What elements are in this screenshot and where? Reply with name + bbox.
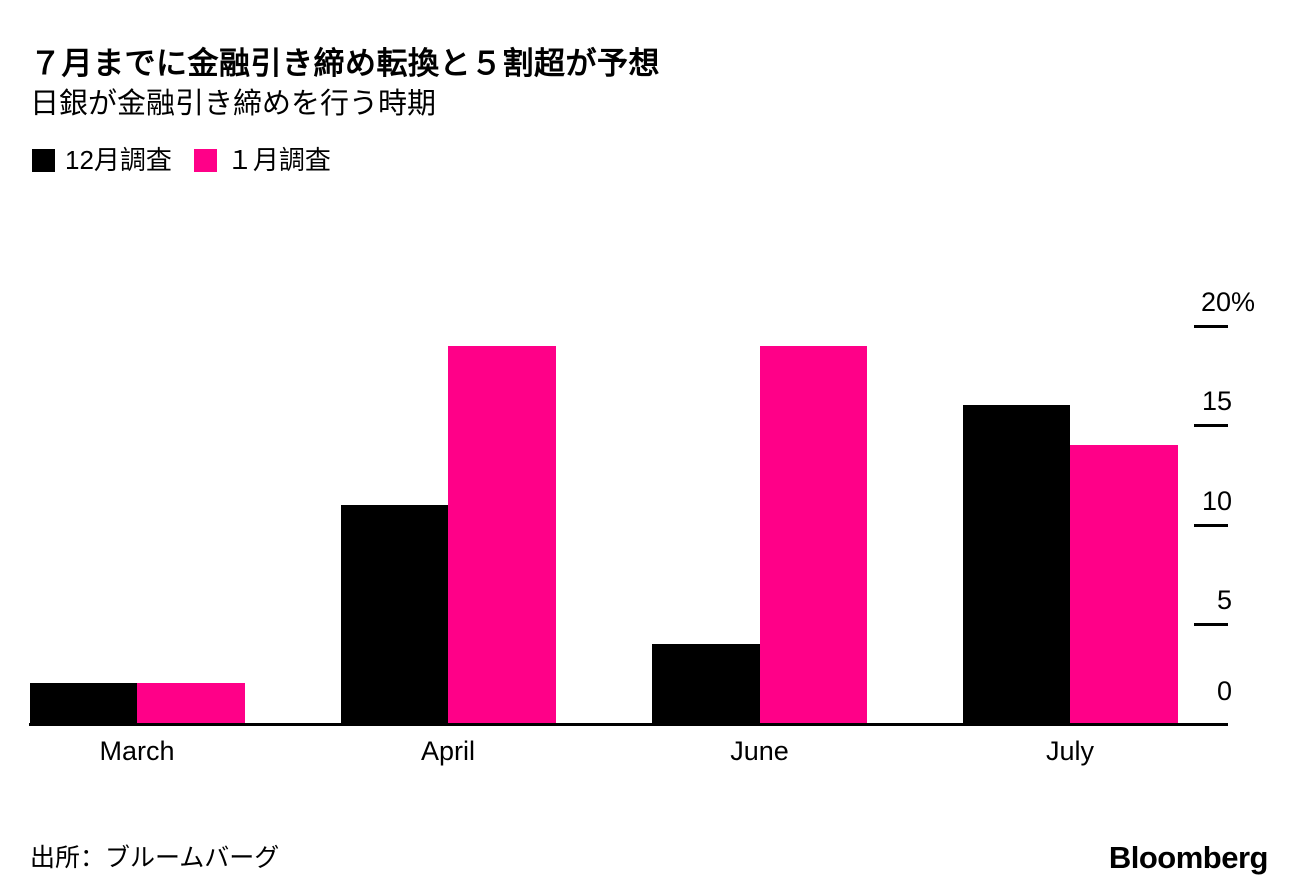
source-note: 出所：ブルームバーグ [30, 844, 280, 872]
legend-swatch-icon [32, 148, 55, 172]
legend-item-dec-survey: 12月調査 [32, 147, 172, 173]
bar-dec-survey-july [962, 405, 1070, 723]
bar-jan-survey-june [759, 345, 867, 723]
y-tick-mark-20 [1194, 325, 1228, 328]
bar-dec-survey-june [652, 643, 760, 723]
legend-label: 12月調査 [65, 145, 172, 175]
y-tick-mark-15 [1194, 424, 1228, 428]
legend: 12月調査 １月調査 [32, 147, 331, 173]
x-axis-label-june: June [730, 736, 789, 766]
bar-jan-survey-july [1070, 445, 1178, 723]
x-axis-label-march: March [99, 736, 175, 766]
y-tick-label-0: 0 [1216, 676, 1232, 706]
chart-title: ７月までに金融引き締め転換と５割超が予想 [30, 46, 660, 81]
x-axis-baseline [29, 723, 1228, 726]
legend-item-jan-survey: １月調査 [193, 145, 331, 175]
y-tick-label-10: 10 [1201, 485, 1232, 516]
y-tick-mark-5 [1194, 622, 1228, 626]
legend-swatch-icon [193, 148, 217, 172]
y-tick-label-20: 20% [1200, 287, 1255, 317]
bloomberg-logo: Bloomberg [1108, 840, 1269, 875]
bar-dec-survey-march [29, 683, 137, 723]
legend-label: １月調査 [226, 145, 331, 175]
x-axis-label-april: April [420, 736, 476, 766]
y-tick-label-5: 5 [1216, 584, 1232, 615]
y-tick-mark-10 [1194, 523, 1228, 527]
bar-jan-survey-march [137, 683, 245, 723]
chart-subtitle: 日銀が金融引き締めを行う時期 [30, 88, 437, 120]
bar-dec-survey-april [340, 504, 448, 723]
y-tick-label-15: 15 [1201, 386, 1232, 417]
bar-jan-survey-april [448, 345, 556, 723]
x-axis-label-july: July [1045, 736, 1095, 766]
